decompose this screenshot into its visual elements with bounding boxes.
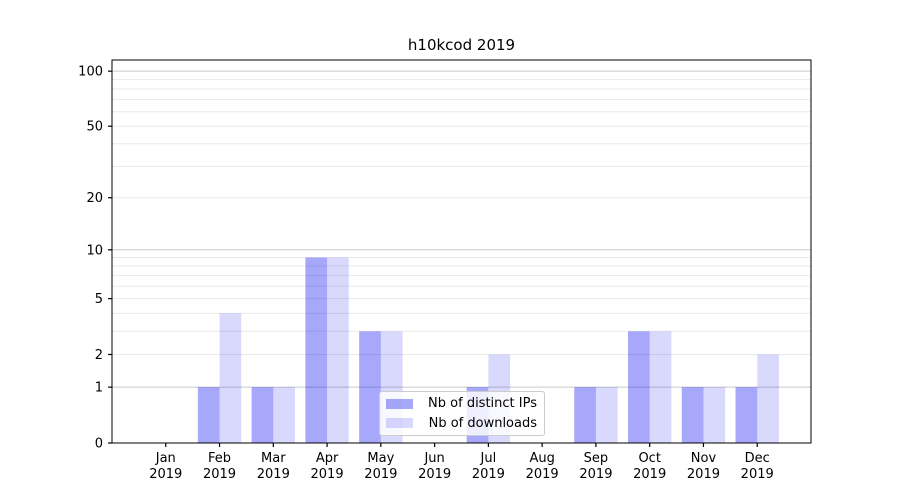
bar-downloads-mar	[273, 387, 296, 443]
y-tick-label: 0	[95, 437, 103, 452]
x-tick-label-month: Sep	[584, 451, 609, 466]
x-tick-label-year: 2019	[472, 467, 505, 482]
bar-downloads-nov	[703, 387, 726, 443]
bar-distinct-ips-feb	[197, 387, 220, 443]
legend-label-downloads: Nb of downloads	[428, 415, 537, 431]
bar-distinct-ips-oct	[627, 331, 650, 443]
bar-downloads-oct	[649, 331, 672, 443]
x-tick-label-month: May	[367, 451, 394, 466]
y-tick-label: 1	[95, 381, 103, 396]
legend-row-downloads: Nb of downloads	[386, 416, 537, 432]
x-tick-label-month: Feb	[208, 451, 231, 466]
y-tick-label: 2	[95, 348, 103, 363]
x-tick-label-month: Aug	[529, 451, 554, 466]
x-tick-label-year: 2019	[526, 467, 559, 482]
x-tick-label-year: 2019	[311, 467, 344, 482]
legend-row-distinct-ips: Nb of distinct IPs	[386, 396, 537, 412]
bar-distinct-ips-mar	[251, 387, 274, 443]
bar-downloads-apr	[327, 257, 349, 443]
bar-downloads-sep	[595, 387, 618, 443]
x-tick-label-year: 2019	[203, 467, 236, 482]
x-tick-label-year: 2019	[149, 467, 182, 482]
x-tick-label-year: 2019	[633, 467, 666, 482]
bar-distinct-ips-dec	[735, 387, 758, 443]
x-tick-label-month: Oct	[638, 451, 660, 466]
bar-downloads-feb	[219, 313, 242, 443]
bar-distinct-ips-may	[359, 331, 381, 443]
legend-swatch-downloads	[386, 418, 413, 429]
x-tick-label-month: Apr	[316, 451, 339, 466]
bar-downloads-dec	[757, 354, 779, 443]
x-tick-label-year: 2019	[364, 467, 397, 482]
y-tick-label: 5	[95, 292, 103, 307]
x-tick-label-year: 2019	[741, 467, 774, 482]
plot-border	[111, 59, 812, 444]
y-tick-label: 100	[78, 65, 103, 80]
bar-distinct-ips-sep	[574, 387, 596, 443]
x-tick-label-month: Jun	[423, 451, 444, 466]
legend-swatch-distinct-ips	[386, 398, 413, 409]
x-tick-label-year: 2019	[257, 467, 290, 482]
x-tick-label-month: Nov	[691, 451, 717, 466]
y-tick-label: 20	[86, 191, 103, 206]
x-tick-label-month: Jul	[480, 451, 497, 466]
x-tick-label-month: Dec	[745, 451, 770, 466]
bar-distinct-ips-nov	[681, 387, 704, 443]
x-tick-label-year: 2019	[418, 467, 451, 482]
y-tick-label: 10	[86, 243, 103, 258]
x-tick-label-month: Jan	[155, 451, 176, 466]
x-tick-label-year: 2019	[579, 467, 612, 482]
x-tick-label-month: Mar	[261, 451, 286, 466]
chart-title: h10kcod 2019	[407, 36, 516, 54]
y-tick-label: 50	[86, 120, 103, 135]
legend: Nb of distinct IPs Nb of downloads	[379, 391, 545, 436]
x-tick-label-year: 2019	[687, 467, 720, 482]
bar-distinct-ips-apr	[305, 257, 328, 443]
legend-label-distinct-ips: Nb of distinct IPs	[428, 396, 537, 412]
